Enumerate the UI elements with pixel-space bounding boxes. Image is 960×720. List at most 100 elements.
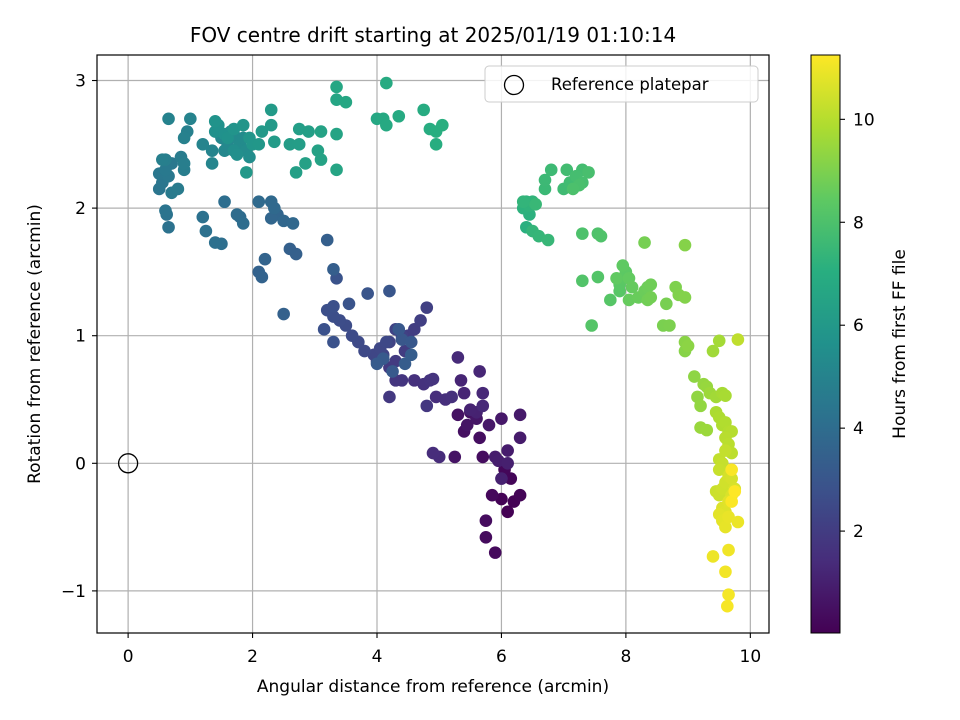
data-point: [719, 389, 732, 402]
data-point: [460, 418, 474, 432]
x-tick-label: 4: [372, 647, 383, 667]
data-point: [576, 274, 589, 288]
y-axis: −1 0 1 2 3: [61, 72, 97, 602]
data-point: [218, 195, 231, 209]
data-point: [171, 182, 185, 196]
data-point: [404, 335, 418, 349]
data-point: [516, 195, 530, 209]
data-point: [255, 125, 269, 138]
data-point: [538, 182, 552, 196]
data-point: [451, 351, 465, 364]
data-point: [342, 297, 356, 311]
data-point: [501, 444, 514, 457]
x-tick-label: 0: [123, 647, 134, 667]
data-point: [264, 103, 278, 117]
data-point: [380, 335, 393, 349]
data-point: [383, 390, 396, 404]
data-point: [184, 112, 197, 126]
data-points: [152, 76, 745, 613]
data-point: [386, 365, 399, 378]
chart-title: FOV centre drift starting at 2025/01/19 …: [190, 23, 676, 47]
data-point: [361, 287, 374, 300]
data-point: [277, 307, 290, 321]
data-point: [380, 118, 393, 132]
data-point: [495, 412, 508, 425]
x-tick-label: 6: [496, 647, 507, 667]
data-point: [327, 335, 340, 349]
data-point: [240, 166, 253, 179]
data-point: [501, 505, 514, 519]
legend-box: [484, 65, 759, 103]
data-point: [314, 153, 328, 166]
data-point: [504, 472, 518, 485]
data-point: [644, 291, 658, 304]
data-point: [513, 488, 527, 502]
data-point: [485, 488, 499, 502]
colorbar-tick-label: 4: [853, 419, 864, 439]
data-point: [721, 599, 734, 613]
data-point: [162, 112, 175, 126]
data-point: [457, 386, 471, 400]
colorbar-ticks: 2 4 6 8 10: [840, 110, 875, 542]
y-tick-label: −1: [61, 582, 86, 602]
data-point: [414, 314, 427, 327]
data-point: [616, 259, 630, 272]
data-point: [264, 118, 278, 132]
data-point: [358, 344, 371, 358]
data-point: [591, 270, 605, 284]
data-point: [678, 238, 692, 252]
data-point: [252, 138, 266, 151]
data-point: [258, 252, 272, 266]
data-point: [299, 157, 312, 170]
data-point: [513, 431, 527, 445]
data-point: [408, 323, 421, 336]
data-point: [706, 344, 720, 358]
data-point: [541, 233, 555, 247]
x-axis-label: Angular distance from reference (arcmin): [257, 677, 609, 697]
data-point: [719, 565, 732, 579]
data-point: [644, 278, 658, 291]
y-tick-label: 1: [75, 327, 86, 347]
data-point: [719, 444, 732, 457]
data-point: [370, 357, 384, 371]
legend-marker-reference: [503, 74, 525, 96]
data-point: [292, 138, 306, 151]
data-point: [345, 329, 359, 343]
data-point: [302, 125, 315, 138]
colorbar-tick-label: 6: [853, 316, 864, 336]
data-point: [501, 457, 514, 470]
data-point: [566, 182, 580, 196]
data-point: [473, 365, 486, 378]
colorbar: 2 4 6 8 10 Hours from first FF file: [810, 54, 910, 634]
data-point: [320, 233, 334, 247]
data-point: [317, 323, 331, 336]
colorbar-label: Hours from first FF file: [890, 249, 910, 439]
data-point: [159, 204, 172, 217]
data-point: [196, 138, 210, 151]
data-point: [585, 319, 598, 332]
data-point: [314, 125, 328, 138]
reference-point: [117, 453, 139, 474]
data-point: [327, 300, 340, 313]
data-point: [264, 212, 278, 225]
data-point: [712, 463, 726, 476]
data-point: [420, 301, 434, 314]
data-point: [712, 334, 726, 348]
data-point: [722, 510, 735, 524]
data-point: [706, 550, 720, 563]
data-point: [426, 446, 440, 460]
data-point: [205, 157, 219, 170]
data-point: [513, 408, 527, 422]
data-point: [330, 163, 343, 177]
data-point: [560, 163, 574, 177]
y-tick-label: 0: [75, 454, 86, 474]
data-point: [429, 138, 443, 151]
data-point: [678, 291, 692, 304]
data-point: [177, 131, 191, 145]
y-tick-label: 3: [75, 72, 86, 92]
x-tick-label: 8: [620, 647, 631, 667]
y-axis-label: Rotation from reference (arcmin): [25, 204, 45, 484]
data-point: [473, 431, 486, 445]
data-point: [604, 293, 617, 307]
